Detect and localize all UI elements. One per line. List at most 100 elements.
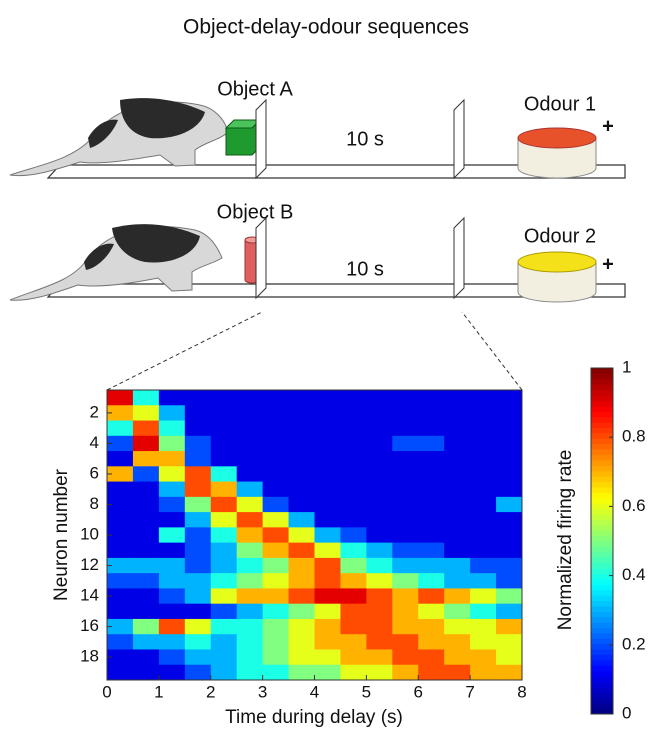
heatmap-cell [210, 405, 238, 421]
heatmap-cell [288, 420, 315, 437]
heatmap-cell [158, 573, 186, 589]
x-axis-label: Time during delay (s) [225, 707, 403, 728]
heatmap-cell [184, 634, 212, 650]
heatmap-cell [496, 588, 523, 605]
colorbar-step [591, 405, 613, 412]
heatmap-cell [314, 588, 341, 605]
heatmap-cell [496, 542, 523, 559]
colorbar-step [591, 497, 613, 504]
colorbar-step [591, 492, 613, 499]
heatmap-cell [340, 496, 367, 513]
heatmap-cell [262, 588, 289, 605]
colorbar-step [591, 632, 613, 639]
heatmap-cell [184, 512, 212, 528]
colorbar-step [591, 708, 613, 715]
heatmap-cell [392, 588, 419, 605]
heatmap-cell [288, 527, 315, 544]
heatmap-cell [314, 405, 341, 421]
odour-label: Odour 2 [524, 225, 596, 247]
heatmap-cell [107, 390, 134, 406]
heatmap-cell [392, 527, 419, 544]
heatmap-cell [470, 481, 497, 498]
x-tick-label: 5 [362, 682, 371, 701]
heatmap-cell [236, 618, 264, 635]
heatmap-cell [392, 466, 419, 482]
heatmap-cell [107, 527, 134, 544]
heatmap-cell [314, 451, 341, 467]
x-tick-label: 8 [517, 682, 526, 701]
heatmap-cell [340, 405, 367, 421]
heatmap-cell [444, 512, 471, 528]
heatmap-cell [107, 649, 134, 666]
heatmap-cell [107, 573, 134, 589]
heatmap-cell [366, 603, 393, 620]
heatmap-cell [184, 496, 212, 513]
colorbar-step [591, 676, 613, 683]
colorbar-step [591, 649, 613, 656]
heatmap-cell [496, 664, 523, 681]
heatmap-cell [392, 573, 419, 589]
heatmap-cell [470, 649, 497, 666]
heatmap-cell [470, 435, 497, 452]
heatmap-cell [418, 557, 445, 574]
colorbar-step [591, 503, 613, 510]
heatmap-cell [340, 634, 367, 650]
heatmap-cell [444, 390, 471, 406]
colorbar-step [591, 389, 613, 396]
heatmap-cell [470, 664, 497, 681]
heatmap-cell [418, 527, 445, 544]
colorbar-step [591, 373, 613, 380]
colorbar-frame [590, 367, 614, 715]
heatmap-cell [262, 649, 289, 666]
colorbar-step [591, 524, 613, 531]
heatmap-cell [288, 390, 315, 406]
heatmap-cell [210, 466, 238, 482]
heatmap-cell [340, 618, 367, 635]
heatmap-cell [262, 512, 289, 528]
heatmap-cell [366, 451, 393, 467]
heatmap-cell [470, 573, 497, 589]
heatmap-cell [107, 542, 134, 559]
heatmap-cell [444, 618, 471, 635]
heatmap-cell [184, 390, 212, 406]
heatmap-cell [340, 451, 367, 467]
colorbar-step [591, 481, 613, 488]
heatmap-cell [314, 496, 341, 513]
heatmap-cell [210, 451, 238, 467]
heatmap-cell [288, 618, 315, 635]
heatmap-cell [262, 573, 289, 589]
heatmap-cell [288, 542, 315, 559]
heatmap-cell [366, 496, 393, 513]
heatmap-cell [158, 496, 186, 513]
heatmap-cell [184, 618, 212, 635]
colorbar-step [591, 584, 613, 591]
heatmap-cell [392, 542, 419, 559]
heatmap-cell [132, 390, 160, 406]
heatmap-cell [210, 512, 238, 528]
heatmap-cell [132, 603, 160, 620]
heatmap-cell [210, 557, 238, 574]
heatmap-cell [184, 542, 212, 559]
heatmap-cell [340, 649, 367, 666]
heatmap-cell [392, 496, 419, 513]
colorbar-step [591, 400, 613, 407]
heatmap-cell [288, 649, 315, 666]
heatmap-cell [210, 588, 238, 605]
x-tick-label: 4 [310, 682, 319, 701]
colorbar-step [591, 589, 613, 596]
heatmap-cell [340, 588, 367, 605]
heatmap-cell [470, 466, 497, 482]
heatmap-cell [288, 481, 315, 498]
heatmap-cell [262, 664, 289, 681]
heatmap-cell [418, 618, 445, 635]
heatmap-cell [444, 420, 471, 437]
heatmap-cell [444, 542, 471, 559]
heatmap-cell [184, 588, 212, 605]
heatmap-cell [314, 634, 341, 650]
heatmap-cell [496, 512, 523, 528]
colorbar-step [591, 443, 613, 450]
heatmap-cell [392, 405, 419, 421]
colorbar-step [591, 670, 613, 677]
heatmap-cell [496, 649, 523, 666]
colorbar-step [591, 508, 613, 515]
